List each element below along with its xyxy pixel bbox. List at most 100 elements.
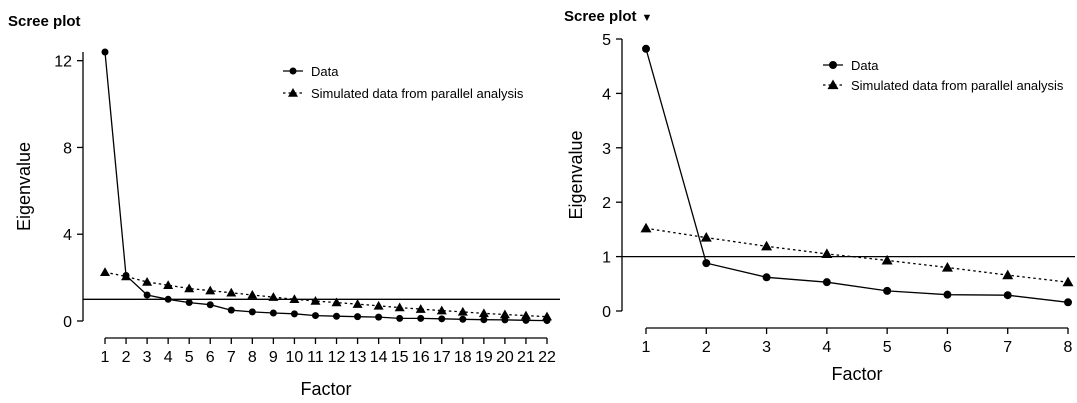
simulated-point: [520, 310, 531, 320]
x-tick-label: 4: [164, 349, 173, 366]
simulated-point: [1002, 269, 1014, 280]
simulated-point: [394, 302, 405, 312]
data-point: [480, 316, 488, 324]
x-tick-label: 3: [762, 339, 771, 356]
simulated-point: [941, 261, 953, 272]
simulated-point: [478, 308, 489, 318]
x-tick-label: 5: [185, 349, 194, 366]
legend-label: Data: [311, 64, 339, 79]
data-point: [943, 290, 952, 299]
x-tick-label: 18: [454, 349, 472, 366]
y-tick-label: 4: [63, 227, 72, 244]
simulated-point: [121, 271, 132, 281]
x-tick-label: 8: [248, 349, 257, 366]
series-line-1: [645, 48, 1069, 303]
data-point: [1064, 298, 1072, 307]
y-tick-label: 8: [63, 140, 72, 157]
y-tick-label: 2: [602, 195, 611, 212]
series-line-2: [645, 227, 1069, 283]
series-line-1: [104, 51, 548, 322]
simulated-point: [247, 289, 258, 299]
simulated-point: [1062, 276, 1074, 287]
x-tick-label: 4: [822, 339, 831, 356]
y-tick-label: 12: [54, 54, 72, 71]
x-tick-label: 6: [206, 349, 215, 366]
x-tick-label: 5: [883, 339, 892, 356]
simulated-point: [881, 254, 893, 265]
simulated-point: [226, 287, 237, 297]
simulated-point: [373, 300, 384, 310]
data-point: [164, 295, 172, 303]
x-tick-label: 12: [328, 349, 346, 366]
data-point: [227, 306, 235, 314]
simulated-point: [205, 285, 216, 295]
right-chart-title[interactable]: Scree plot ▼: [564, 8, 652, 25]
x-tick-label: 2: [702, 339, 711, 356]
data-point: [438, 315, 446, 323]
y-tick-label: 5: [602, 32, 611, 49]
data-point: [1003, 291, 1012, 300]
x-tick-label: 3: [143, 349, 152, 366]
simulated-point: [700, 232, 712, 242]
x-tick-label: 22: [538, 349, 556, 366]
x-axis-label: Factor: [300, 379, 351, 399]
x-tick-label: 8: [1064, 339, 1073, 356]
x-tick-label: 11: [307, 349, 324, 366]
simulated-point: [268, 292, 279, 301]
legend-label: Simulated data from parallel analysis: [311, 86, 524, 101]
x-tick-label: 6: [943, 339, 952, 356]
data-point: [206, 301, 214, 309]
simulated-point: [436, 305, 447, 315]
data-point: [459, 315, 467, 323]
simulated-point: [457, 306, 468, 316]
x-tick-label: 1: [642, 339, 651, 356]
x-tick-label: 21: [517, 349, 535, 366]
x-tick-label: 14: [370, 349, 388, 366]
simulated-point: [163, 280, 174, 289]
simulated-point: [289, 294, 300, 304]
data-point: [290, 310, 298, 318]
simulated-point: [415, 304, 426, 313]
simulated-point: [310, 296, 321, 305]
simulated-point: [331, 297, 342, 307]
y-tick-label: 0: [602, 304, 611, 321]
simulated-point: [352, 299, 363, 308]
data-point: [311, 312, 319, 320]
legend-label: Data: [851, 58, 879, 73]
data-point: [354, 313, 362, 321]
data-point: [762, 273, 771, 282]
data-point: [642, 44, 650, 53]
x-tick-label: 15: [391, 349, 409, 366]
x-tick-label: 17: [433, 349, 451, 366]
left-chart-title-text: Scree plot: [8, 13, 81, 30]
x-tick-label: 19: [475, 349, 493, 366]
data-point: [702, 259, 711, 268]
x-tick-label: 2: [122, 349, 131, 366]
simulated-point: [542, 311, 552, 321]
x-tick-label: 16: [412, 349, 430, 366]
y-tick-label: 3: [602, 141, 611, 158]
x-tick-label: 7: [227, 349, 236, 366]
legend-marker: [288, 88, 298, 97]
simulated-point: [821, 248, 833, 259]
chevron-down-icon[interactable]: ▼: [641, 12, 653, 24]
simulated-point: [100, 267, 110, 276]
y-tick-label: 4: [602, 86, 611, 103]
x-tick-label: 13: [349, 349, 367, 366]
y-tick-label: 0: [63, 314, 72, 331]
data-point: [248, 308, 256, 316]
simulated-point: [499, 309, 510, 319]
series-line-2: [104, 271, 548, 318]
data-point: [822, 278, 831, 287]
scree-plot-right: 0 1 2 3 4 5 1 2 3 4 5 6 7 8 Factor Eigenvalue Data Simula…: [566, 32, 1075, 384]
data-point: [375, 313, 383, 321]
data-point: [143, 291, 151, 299]
legend-marker: [827, 79, 839, 90]
data-point: [269, 309, 277, 317]
data-point: [185, 299, 193, 307]
data-point: [396, 314, 404, 322]
legend-marker: [289, 67, 297, 75]
x-tick-label: 20: [496, 349, 514, 366]
x-axis-label: Factor: [831, 364, 882, 384]
data-point: [101, 48, 109, 56]
